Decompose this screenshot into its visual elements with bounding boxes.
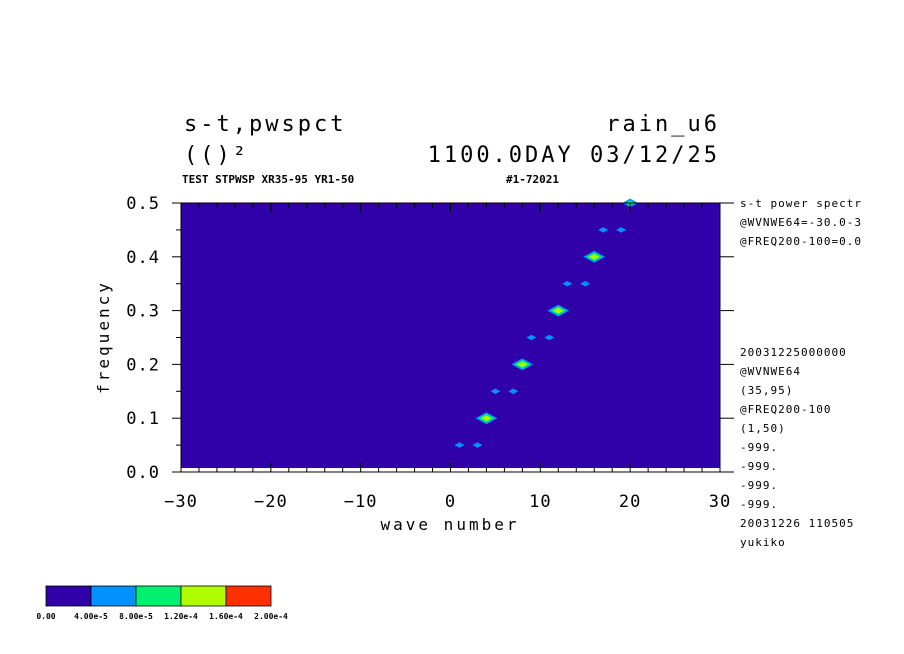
plot-area <box>181 203 720 468</box>
colorbar-label: 8.00e-5 <box>119 612 153 621</box>
y-tick-label: 0.4 <box>126 248 160 268</box>
y-tick-label: 0.5 <box>126 194 160 214</box>
y-tick-label: 0.1 <box>126 409 160 429</box>
colorbar-swatch <box>135 585 182 607</box>
y-tick-label: 0.3 <box>126 302 160 322</box>
side-info-bottom: 20031225000000 @WVNWE64 (35,95) @FREQ200-10… <box>740 346 854 549</box>
x-tick-label: 0 <box>445 492 456 512</box>
peak-9-level-1 <box>562 280 573 287</box>
time-info: 1100.0DAY 03/12/25 <box>428 143 720 168</box>
peak-12-level-1 <box>598 227 609 233</box>
side-info-line: -999. <box>740 460 778 473</box>
subtitle-right: #1-72021 <box>506 173 559 186</box>
spectral-peaks <box>454 198 639 448</box>
peak-4 <box>508 388 519 395</box>
peak-6-level-1 <box>526 334 537 341</box>
side-info-line: (35,95) <box>740 384 793 397</box>
colorbar-label: 4.00e-5 <box>74 612 108 621</box>
peak-7 <box>544 334 555 341</box>
x-tick-labels: −30 −20 −10 0 10 20 30 <box>164 492 731 512</box>
peak-12 <box>598 227 609 233</box>
colorbar-swatch <box>45 585 92 607</box>
side-info-top: s-t power spectr @WVNWE64=-30.0-3 @FREQ200… <box>740 197 862 248</box>
y-tick-label: 0.2 <box>126 355 160 375</box>
colorbar-label: 1.20e-4 <box>164 612 198 621</box>
colorbar-swatch <box>90 585 137 607</box>
colorbar-label: 0.00 <box>36 612 55 621</box>
side-info-line: s-t power spectr <box>740 197 862 210</box>
side-info-line: -999. <box>740 441 778 454</box>
side-info-line: @WVNWE64=-30.0-3 <box>740 216 862 229</box>
x-axis-label: wave number <box>381 515 520 534</box>
peak-6 <box>526 334 537 341</box>
x-tick-label: 30 <box>709 492 731 512</box>
peak-2-level-3 <box>481 415 492 421</box>
subtitle-left: TEST STPWSP XR35-95 YR1-50 <box>182 173 354 186</box>
x-tick-label: −30 <box>164 492 198 512</box>
colorbar <box>45 585 272 607</box>
y-tick-label: 0.0 <box>126 463 160 483</box>
side-info-line: yukiko <box>740 536 786 549</box>
side-info-line: -999. <box>740 479 778 492</box>
colorbar-swatch <box>225 585 272 607</box>
peak-3-level-1 <box>490 388 501 395</box>
peak-1-level-1 <box>472 442 483 448</box>
peak-11-level-3 <box>589 254 600 260</box>
peak-9 <box>562 280 573 287</box>
peak-3 <box>490 388 501 395</box>
peak-4-level-1 <box>508 388 519 395</box>
colorbar-labels: 0.00 4.00e-5 8.00e-5 1.20e-4 1.60e-4 2.00e-4 <box>36 612 288 621</box>
peak-10 <box>580 280 591 287</box>
peak-2 <box>475 412 498 425</box>
side-info-line: @FREQ200-100=0.0 <box>740 235 862 248</box>
x-tick-label: 10 <box>529 492 551 512</box>
units-label: (()² <box>184 143 249 168</box>
x-tick-label: −20 <box>254 492 288 512</box>
title-right: rain_u6 <box>606 112 720 137</box>
peak-1 <box>472 442 483 448</box>
y-axis-label: frequency <box>94 280 113 394</box>
peak-0-level-1 <box>454 442 465 448</box>
x-tick-label: 20 <box>619 492 641 512</box>
peak-7-level-1 <box>544 334 555 341</box>
colorbar-label: 1.60e-4 <box>209 612 243 621</box>
x-tick-label: −10 <box>344 492 378 512</box>
title-left: s-t,pwspct <box>184 112 346 137</box>
side-info-line: 20031226 110505 <box>740 517 854 530</box>
peak-8 <box>547 304 570 317</box>
peak-0 <box>454 442 465 448</box>
side-info-line: 20031225000000 <box>740 346 847 359</box>
y-tick-labels: 0.0 0.1 0.2 0.3 0.4 0.5 <box>126 194 160 483</box>
axis-ticks <box>172 202 734 473</box>
peak-13 <box>616 227 627 233</box>
peak-8-level-3 <box>553 307 564 314</box>
side-info-line: @FREQ200-100 <box>740 403 831 416</box>
side-info-line: -999. <box>740 498 778 511</box>
peak-13-level-1 <box>616 227 627 233</box>
peak-11 <box>583 250 606 263</box>
side-info-line: (1,50) <box>740 422 786 435</box>
colorbar-swatch <box>180 585 227 607</box>
peak-5 <box>511 358 534 371</box>
side-info-line: @WVNWE64 <box>740 365 801 378</box>
peak-10-level-1 <box>580 280 591 287</box>
colorbar-label: 2.00e-4 <box>254 612 288 621</box>
peak-5-level-3 <box>517 361 528 368</box>
